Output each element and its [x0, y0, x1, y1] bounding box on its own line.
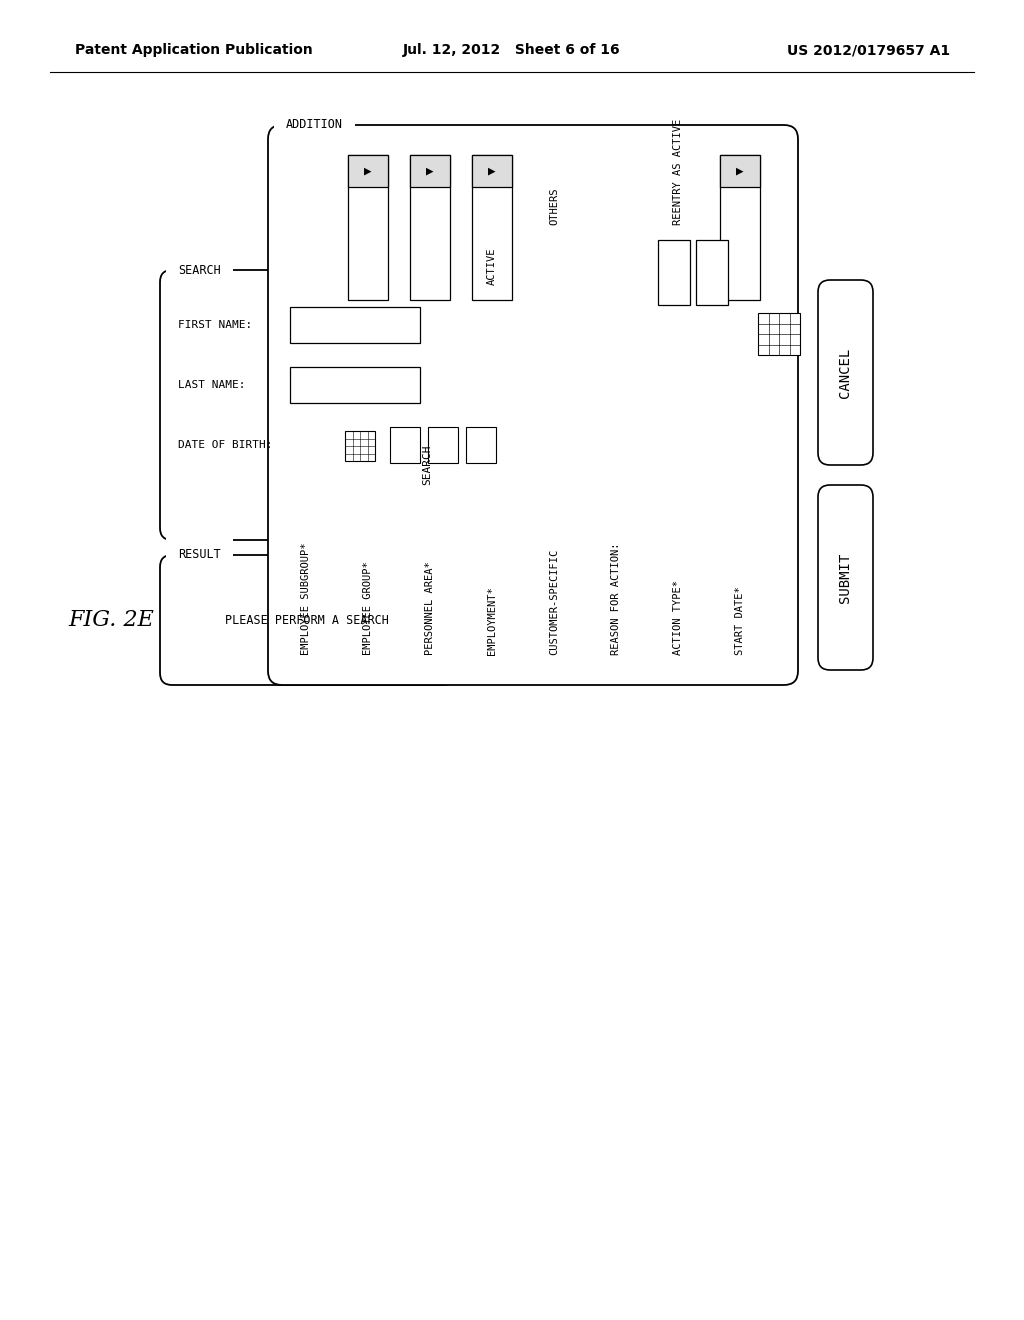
Bar	[290, 367, 420, 403]
FancyBboxPatch shape	[160, 554, 455, 685]
Bar	[696, 240, 728, 305]
Text: ▶: ▶	[488, 165, 496, 177]
FancyBboxPatch shape	[818, 280, 873, 465]
Text: ▶: ▶	[365, 165, 372, 177]
Text: ▶: ▶	[426, 165, 434, 177]
Bar	[466, 426, 496, 463]
FancyBboxPatch shape	[407, 420, 447, 510]
Text: SEARCH: SEARCH	[178, 264, 221, 276]
Bar	[410, 154, 450, 187]
Text: EMPLOYMENT*: EMPLOYMENT*	[487, 586, 497, 655]
Text: CUSTOMER-SPECIFIC: CUSTOMER-SPECIFIC	[549, 549, 559, 655]
Text: PLEASE PERFORM A SEARCH: PLEASE PERFORM A SEARCH	[225, 614, 389, 627]
Bar	[290, 308, 420, 343]
Bar	[658, 240, 690, 305]
Text: REENTRY AS ACTIVE: REENTRY AS ACTIVE	[673, 119, 683, 224]
Text: SEARCH: SEARCH	[422, 445, 432, 486]
Text: OTHERS: OTHERS	[549, 187, 559, 224]
Bar	[428, 426, 458, 463]
Text: ACTIVE: ACTIVE	[487, 248, 497, 285]
Text: LAST NAME:: LAST NAME:	[178, 380, 246, 389]
Text: START DATE*: START DATE*	[735, 586, 745, 655]
Text: Patent Application Publication: Patent Application Publication	[75, 44, 312, 57]
Bar	[720, 154, 760, 300]
FancyBboxPatch shape	[160, 271, 455, 540]
Bar	[410, 154, 450, 300]
Text: US 2012/0179657 A1: US 2012/0179657 A1	[786, 44, 950, 57]
Bar	[348, 154, 388, 187]
Text: Jul. 12, 2012   Sheet 6 of 16: Jul. 12, 2012 Sheet 6 of 16	[403, 44, 621, 57]
Text: RESULT: RESULT	[178, 549, 221, 561]
Text: SUBMIT: SUBMIT	[838, 553, 852, 603]
Bar	[720, 154, 760, 187]
Text: FIG. 2E: FIG. 2E	[68, 609, 154, 631]
Text: EMPLOYEE SUBGROUP*: EMPLOYEE SUBGROUP*	[301, 543, 311, 655]
Text: ADDITION: ADDITION	[286, 119, 343, 132]
Bar	[472, 154, 512, 300]
Text: REASON FOR ACTION:: REASON FOR ACTION:	[611, 543, 621, 655]
Text: PERSONNEL AREA*: PERSONNEL AREA*	[425, 561, 435, 655]
Bar	[390, 426, 420, 463]
Text: DATE OF BIRTH:: DATE OF BIRTH:	[178, 440, 272, 450]
Bar	[345, 432, 375, 461]
Bar	[348, 154, 388, 300]
Bar	[758, 313, 800, 355]
Text: FIRST NAME:: FIRST NAME:	[178, 319, 252, 330]
Text: EMPLOYEE GROUP*: EMPLOYEE GROUP*	[362, 561, 373, 655]
Text: ACTION TYPE*: ACTION TYPE*	[673, 579, 683, 655]
Text: ▶: ▶	[736, 165, 743, 177]
FancyBboxPatch shape	[818, 484, 873, 671]
Text: CANCEL: CANCEL	[838, 348, 852, 399]
Bar	[472, 154, 512, 187]
FancyBboxPatch shape	[268, 125, 798, 685]
